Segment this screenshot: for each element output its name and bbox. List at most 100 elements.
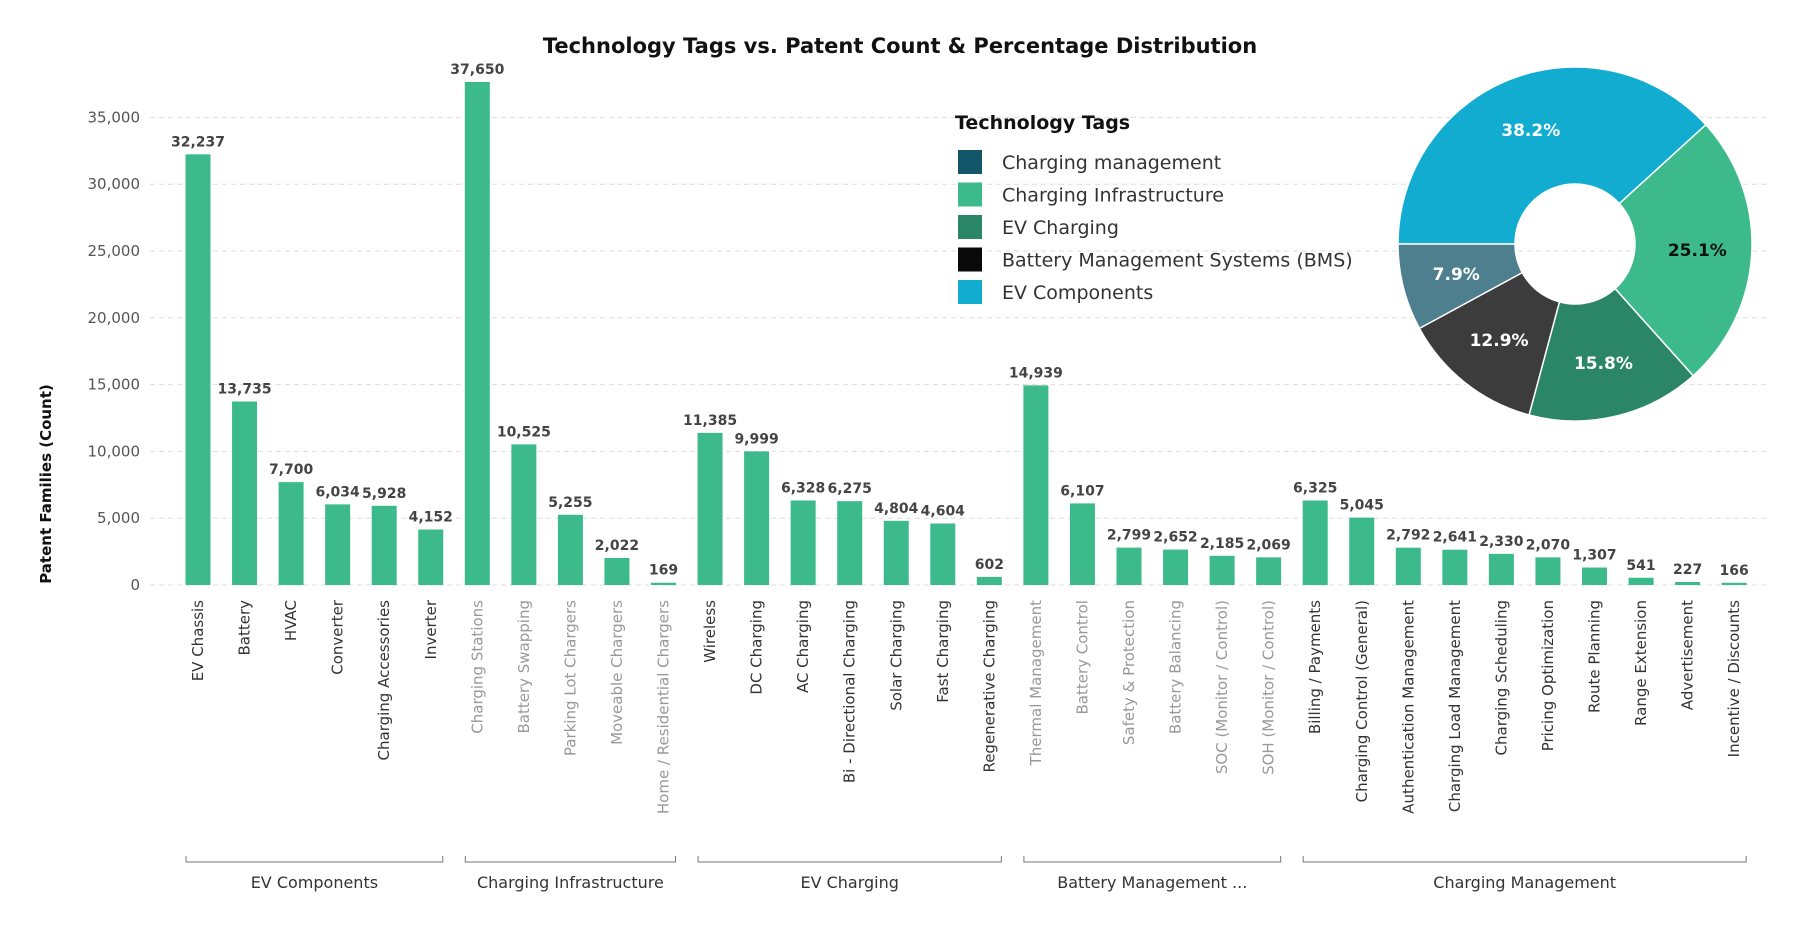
bar-value-label: 2,022: [595, 538, 639, 554]
bar-value-label: 602: [975, 557, 1004, 573]
bar-value-label: 14,939: [1009, 365, 1063, 381]
x-tick-label: Regenerative Charging: [980, 600, 998, 773]
bar-value-label: 2,330: [1479, 534, 1524, 550]
group-bracket: [464, 856, 676, 863]
x-tick-label: HVAC: [282, 600, 300, 641]
bar-value-label: 227: [1673, 562, 1702, 578]
legend-swatch: [958, 280, 982, 304]
x-tick-label: Advertisement: [1679, 600, 1697, 710]
legend-swatch: [958, 247, 982, 272]
x-tick-label: Safety & Protection: [1120, 600, 1138, 745]
bar-value-label: 2,185: [1200, 536, 1244, 552]
category-groups: EV Components Charging Infrastructure EV C…: [185, 856, 1747, 892]
bar-value-label: 9,999: [734, 431, 778, 447]
x-tick-label: Bi - Directional Charging: [841, 600, 859, 783]
bar: [697, 432, 723, 585]
bar: [232, 401, 258, 585]
bar-value-label: 541: [1626, 558, 1655, 574]
group-label: Charging Management: [1433, 873, 1616, 892]
donut-slice: [1397, 66, 1707, 245]
x-tick-label: Battery: [236, 600, 254, 656]
bar-value-label: 7,700: [269, 462, 314, 478]
x-tick-label: Charging Stations: [468, 600, 486, 734]
x-tick-label: Incentive / Discounts: [1725, 600, 1743, 758]
group-bracket: [1023, 856, 1282, 863]
bar: [557, 514, 583, 585]
legend-swatch: [958, 150, 982, 174]
bar: [837, 501, 863, 585]
bar-value-label: 11,385: [683, 413, 737, 429]
x-tick-label: Battery Control: [1073, 600, 1091, 715]
bar: [930, 523, 956, 585]
x-tick-label: Charging Accessories: [375, 600, 393, 761]
donut-slice-label: 25.1%: [1668, 241, 1727, 261]
group-label: EV Components: [251, 873, 378, 892]
x-tick-label: Authentication Management: [1399, 600, 1417, 814]
bar: [1163, 549, 1189, 585]
legend-swatch: [958, 215, 982, 239]
x-tick-label: Billing / Payments: [1306, 600, 1324, 734]
donut-slice: [1397, 243, 1524, 330]
bar: [1628, 577, 1654, 585]
bar-value-label: 32,237: [171, 134, 225, 150]
bar-value-label: 6,275: [828, 481, 872, 497]
bar: [371, 505, 397, 585]
legend-title: Technology Tags: [955, 112, 1130, 134]
donut-slice: [1418, 271, 1561, 416]
x-tick-label: Charging Scheduling: [1492, 600, 1510, 755]
bar: [278, 482, 304, 585]
chart-title: Technology Tags vs. Patent Count & Perce…: [543, 34, 1257, 58]
x-tick-label: Moveable Chargers: [608, 600, 626, 745]
legend-item-label: EV Charging: [1002, 217, 1119, 239]
y-tick-label: 0: [130, 576, 140, 594]
group-bracket: [1302, 856, 1747, 863]
x-tick-label: Battery Swapping: [515, 600, 533, 734]
bar: [511, 444, 537, 585]
legend-item-label: Charging Infrastructure: [1002, 185, 1224, 207]
bar: [1721, 582, 1747, 585]
bar-value-label: 6,107: [1060, 483, 1104, 499]
group-label: Battery Management ...: [1057, 873, 1247, 892]
legend-item-label: Battery Management Systems (BMS): [1002, 250, 1353, 272]
bar-value-label: 166: [1720, 563, 1749, 579]
bar: [325, 504, 351, 585]
legend-item-label: EV Components: [1002, 282, 1153, 304]
legend: Technology Tags Charging management Charg…: [955, 112, 1353, 304]
x-tick-label: SOH (Monitor / Control): [1260, 600, 1278, 775]
x-tick-label: Home / Residential Chargers: [655, 600, 673, 814]
bar: [1582, 567, 1607, 585]
bar-value-label: 2,641: [1433, 530, 1477, 546]
bar-value-label: 5,928: [362, 486, 406, 502]
bar: [1535, 557, 1561, 585]
bar-value-label: 1,307: [1572, 548, 1616, 564]
bar: [185, 154, 211, 585]
x-tick-label: Range Extension: [1632, 600, 1650, 726]
x-tick-label: Converter: [329, 599, 347, 675]
bar: [1209, 555, 1235, 585]
y-tick-label: 5,000: [97, 509, 140, 527]
x-tick-label: Battery Balancing: [1167, 600, 1185, 734]
bar-value-label: 2,652: [1153, 530, 1197, 546]
bar: [418, 529, 444, 585]
bar-value-label: 6,034: [316, 484, 361, 500]
x-tick-label: Wireless: [701, 600, 719, 663]
bar-value-label: 2,792: [1386, 528, 1430, 544]
x-tick-label: SOC (Monitor / Control): [1213, 600, 1231, 774]
x-tick-label: EV Chassis: [189, 600, 207, 681]
bar-value-label: 4,152: [409, 510, 453, 526]
bar-series: 32,237 EV Chassis 13,735 Battery 7,700 HVAC 6,…: [171, 62, 1749, 814]
bar-value-label: 5,255: [548, 495, 592, 511]
bar: [1395, 547, 1421, 585]
group-label: Charging Infrastructure: [477, 873, 664, 892]
x-tick-label: Fast Charging: [934, 600, 952, 703]
bar-value-label: 6,325: [1293, 480, 1337, 496]
bar-value-label: 13,735: [218, 382, 272, 398]
bar: [464, 82, 490, 585]
bar-value-label: 6,328: [781, 480, 825, 496]
bar: [790, 500, 816, 585]
y-tick-label: 20,000: [88, 309, 141, 327]
y-tick-label: 25,000: [88, 242, 141, 260]
legend-item-label: Charging management: [1002, 152, 1221, 174]
x-tick-label: Parking Lot Chargers: [561, 600, 579, 756]
